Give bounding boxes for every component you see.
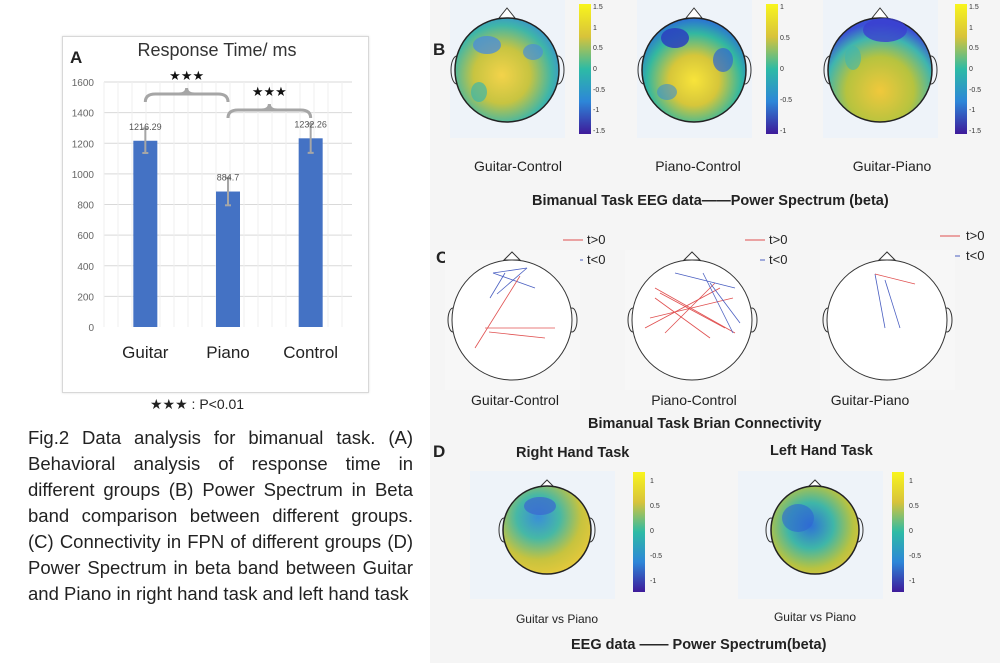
colorbar-tick-label: 0	[969, 66, 973, 73]
significance-legend: ★★★ : P<0.01	[150, 396, 245, 412]
label-d-left: Guitar vs Piano	[773, 610, 857, 624]
panel-c-title: Bimanual Task Brian Connectivity	[588, 416, 822, 432]
colorbar-tick-label: 1.5	[593, 4, 603, 11]
colorbar-tick-label: -1.5	[593, 128, 606, 135]
bar	[216, 191, 240, 327]
panel-b-topomaps	[450, 0, 967, 138]
significance-bracket-2	[226, 108, 313, 119]
colorbar-tick-label: 0.5	[650, 503, 660, 510]
y-tick-label: 1400	[72, 109, 95, 120]
significance-bracket-1-peak	[178, 87, 195, 96]
colorbar-tick-label: 0	[650, 528, 654, 535]
label-c-piano-control: Piano-Control	[651, 392, 737, 408]
topomap-guitar-control	[450, 0, 565, 138]
colorbar-b2	[766, 4, 778, 134]
data-label: 1232.26	[294, 119, 327, 129]
legend-c3-neg: t<0	[966, 248, 985, 263]
topomap-right-hand	[470, 471, 615, 599]
y-tick-label: 1600	[72, 78, 95, 89]
label-c-guitar-piano: Guitar-Piano	[830, 392, 910, 408]
colorbar-tick-label: 1	[780, 4, 784, 11]
significance-bracket-2-peak	[261, 103, 278, 112]
panel-d-title: EEG data —— Power Spectrum(beta)	[571, 637, 827, 653]
y-tick-label: 600	[77, 231, 94, 242]
colorbar-tick-label: -1	[593, 107, 600, 115]
bar	[298, 138, 323, 327]
colorbar-tick-label: 0.5	[780, 35, 790, 42]
y-tick-label: 800	[77, 201, 94, 212]
response-time-bar-chart: Response Time/ ms 0 200 400 600 800 1000 1200 14…	[72, 40, 352, 362]
panel-d-letter: D	[433, 442, 446, 461]
significance-stars: ★★★	[252, 84, 287, 99]
colorbar-tick-label: 0.5	[969, 45, 979, 53]
label-piano-control: Piano-Control	[655, 158, 741, 174]
colorbar-tick-label: -0.5	[909, 553, 922, 560]
colorbar-tick-label: 0.5	[909, 503, 919, 510]
category-label: Piano	[206, 343, 249, 362]
y-tick-label: 0	[88, 323, 94, 334]
colorbar-tick-label: 1	[650, 478, 654, 485]
colorbar-tick-label: -0.5	[593, 86, 606, 94]
colorbar-tick-label: -1.5	[969, 128, 982, 135]
colorbar-tick-label: 0	[593, 66, 597, 73]
colorbar-tick-label: -0.5	[650, 553, 663, 560]
significance-bracket-1	[143, 92, 230, 103]
legend-c1-neg: t<0	[587, 252, 606, 267]
legend-c1-pos: t>0	[587, 232, 606, 247]
colorbar-tick-label: 1	[909, 478, 913, 485]
topomap-guitar-piano	[823, 0, 938, 138]
figure-caption: Fig.2 Data analysis for bimanual task. (…	[28, 427, 413, 604]
colorbar-tick-label: 0	[909, 528, 913, 535]
category-label: Guitar	[122, 343, 169, 362]
colorbar-tick-label: 0.5	[593, 45, 603, 53]
panel-a-letter: A	[70, 48, 83, 67]
colorbar-tick-label: -0.5	[969, 86, 982, 94]
topomap-piano-control	[637, 0, 752, 138]
significance-stars: ★★★	[169, 68, 204, 83]
data-label: 884.7	[217, 173, 240, 183]
legend-c2-neg: t<0	[769, 252, 788, 267]
colorbar-tick-label: 1.5	[969, 4, 979, 11]
y-tick-label: 1000	[72, 170, 95, 181]
label-c-guitar-control: Guitar-Control	[471, 392, 559, 408]
connectivity-piano-control	[625, 250, 760, 390]
colorbar-tick-label: 1	[969, 24, 973, 32]
y-tick-label: 200	[77, 292, 94, 303]
colorbar-tick-label: 0	[780, 66, 784, 73]
head-left-hand-task: Left Hand Task	[770, 443, 873, 459]
legend-c2-pos: t>0	[769, 232, 788, 247]
legend-c3-pos: t>0	[966, 228, 985, 243]
data-label: 1216.29	[129, 122, 162, 132]
colorbar-tick-label: -1	[650, 578, 657, 585]
y-tick-label: 1200	[72, 139, 95, 150]
panel-d-topomaps	[470, 471, 904, 599]
colorbar-tick-label: -1	[909, 578, 916, 585]
colorbar-b3	[955, 4, 967, 134]
panel-c-connectivity	[445, 235, 960, 390]
chart-title: Response Time/ ms	[137, 40, 296, 60]
colorbar-tick-label: -0.5	[780, 97, 793, 104]
colorbar-tick-label: 1	[593, 24, 597, 32]
category-label: Control	[283, 343, 338, 362]
colorbar-d1	[633, 472, 645, 592]
label-d-right: Guitar vs Piano	[515, 612, 599, 626]
colorbar-d2	[892, 472, 904, 592]
panel-b-letter: B	[433, 40, 446, 59]
connectivity-guitar-control	[445, 250, 580, 390]
label-guitar-control: Guitar-Control	[474, 158, 562, 174]
topomap-left-hand	[738, 471, 883, 599]
y-tick-label: 400	[77, 262, 94, 273]
colorbar-tick-label: -1	[969, 107, 976, 115]
connectivity-guitar-piano	[820, 250, 955, 390]
panel-b-title: Bimanual Task EEG data——Power Spectrum (…	[532, 193, 889, 209]
head-right-hand-task: Right Hand Task	[516, 445, 630, 461]
bar	[133, 140, 158, 327]
colorbar-b1	[579, 4, 591, 134]
label-guitar-piano: Guitar-Piano	[852, 158, 932, 174]
colorbar-tick-label: -1	[780, 128, 787, 135]
